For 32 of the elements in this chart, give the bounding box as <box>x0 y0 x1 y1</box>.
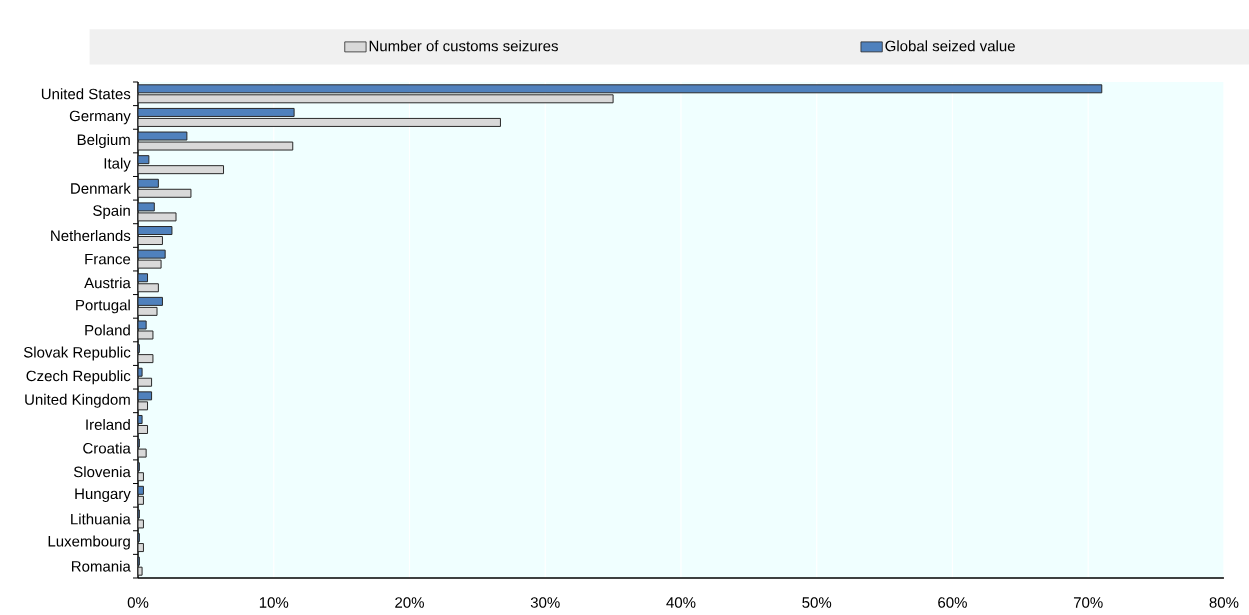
y-tick-label: Belgium <box>77 134 130 149</box>
y-tick-label: Hungary <box>75 488 131 503</box>
x-tick-label: 40% <box>666 597 696 608</box>
y-tick-label: Germany <box>69 110 131 125</box>
y-tick-label: Netherlands <box>51 230 131 242</box>
y-tick-label: France <box>85 253 131 265</box>
y-tick-label: Denmark <box>71 182 131 194</box>
x-tick-label: 60% <box>938 597 967 608</box>
y-tick-label: Slovenia <box>73 466 131 478</box>
x-tick-label: 50% <box>802 597 832 608</box>
x-tick-label: 70% <box>1073 597 1103 608</box>
y-tick-label: Italy <box>104 157 131 172</box>
legend-label: Number of customs seizures <box>369 40 558 52</box>
y-tick-label: Ireland <box>86 418 130 430</box>
y-tick-label: Spain <box>93 204 130 219</box>
x-tick-label: 0% <box>127 597 149 608</box>
x-tick-label: 10% <box>259 597 289 608</box>
y-tick-label: United Kingdom <box>25 393 130 408</box>
y-tick-label: Portugal <box>76 299 130 314</box>
y-tick-label: Slovak Republic <box>23 346 131 361</box>
y-tick-label: Croatia <box>83 442 131 454</box>
y-tick-label: United States <box>41 88 131 100</box>
x-tick-label: 30% <box>530 597 560 608</box>
x-tick-label: 80% <box>1209 597 1239 608</box>
y-tick-label: Poland <box>85 324 130 336</box>
legend-label: Global seized value <box>885 40 1015 52</box>
y-tick-label: Czech Republic <box>26 370 131 385</box>
y-tick-label: Romania <box>72 560 131 572</box>
y-tick-label: Lithuania <box>71 513 131 525</box>
y-tick-label: Austria <box>84 277 131 289</box>
y-tick-label: Luxembourg <box>48 535 130 550</box>
x-tick-label: 20% <box>395 597 424 608</box>
